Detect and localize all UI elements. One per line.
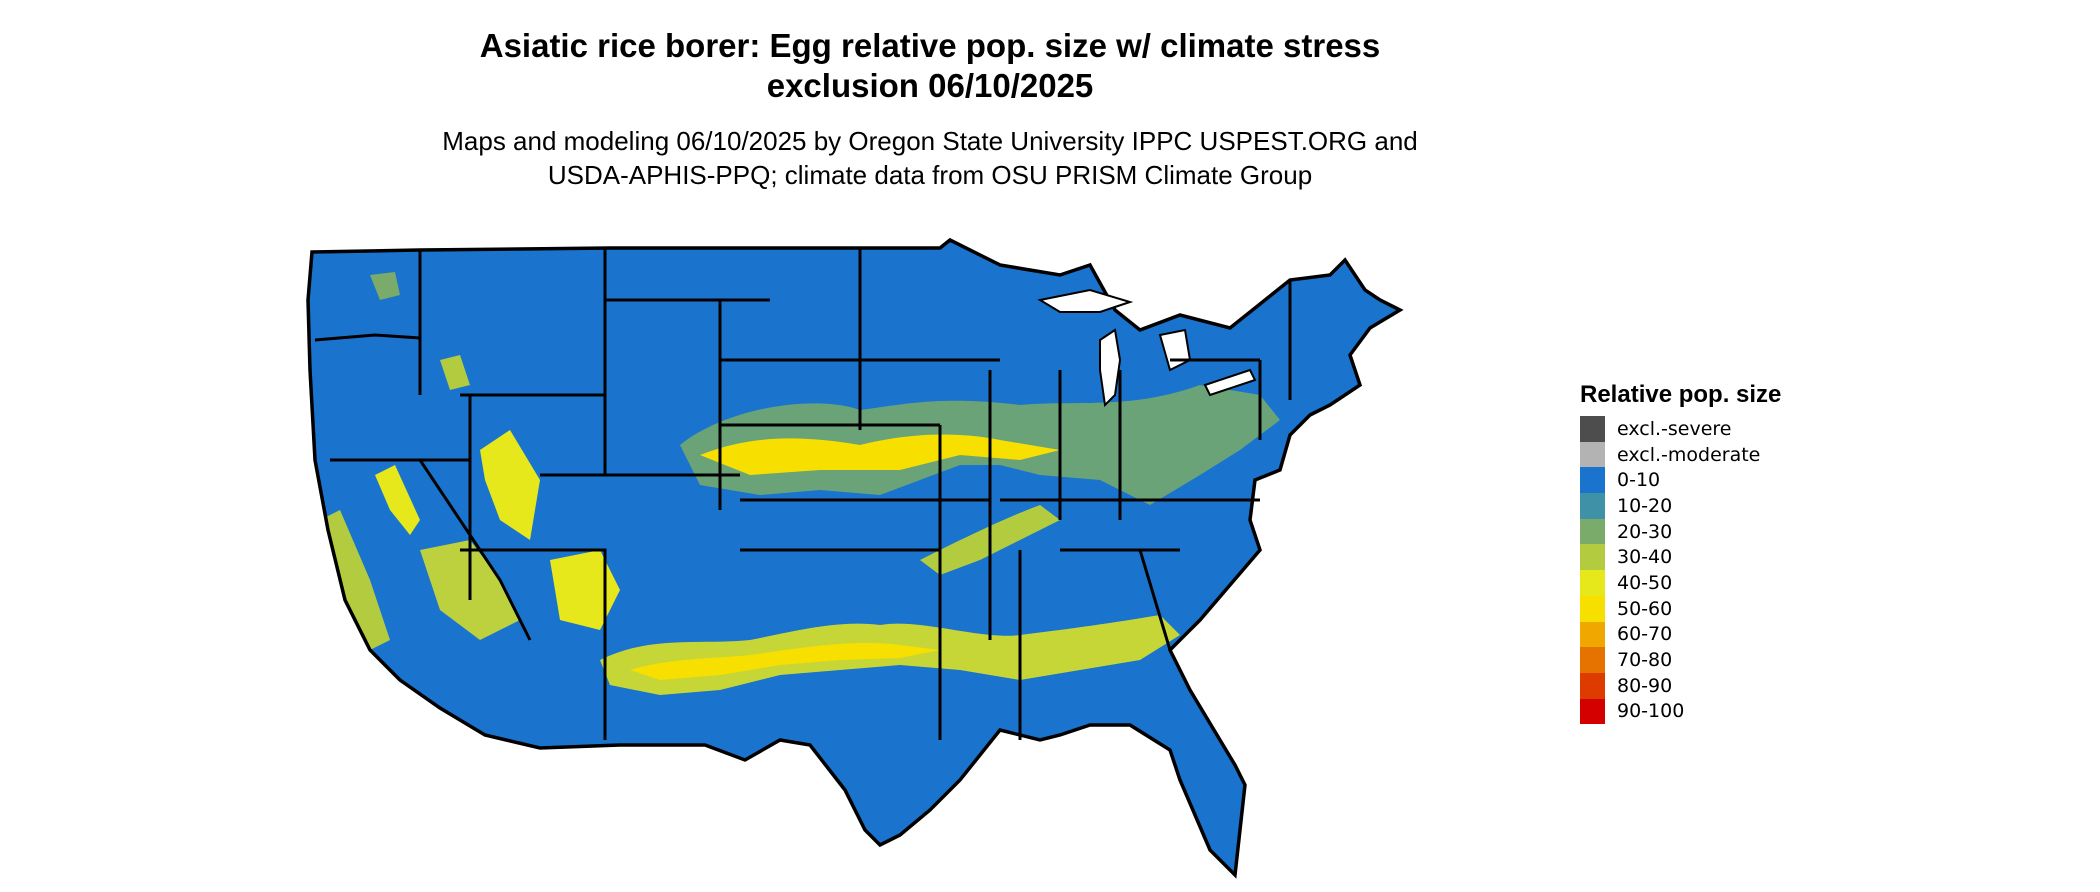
legend-item: 0-10 [1580,467,1781,494]
legend-swatch [1580,698,1605,725]
legend-label: excl.-severe [1617,417,1732,440]
legend-label: 80-90 [1617,674,1673,697]
legend-label: 20-30 [1617,520,1673,543]
idaho-risk-zone [440,355,470,390]
legend-swatch [1580,672,1605,699]
legend-item: 90-100 [1580,698,1781,725]
subtitle-line-1: Maps and modeling 06/10/2025 by Oregon S… [442,126,1418,156]
legend-swatch [1580,621,1605,648]
state-line-wa-or [314,333,421,342]
northwest-risk-zone [370,272,400,300]
state-boundaries [314,248,1292,740]
lake-michigan [1099,328,1122,408]
rockies-risk-zone [550,550,620,630]
legend-label: 30-40 [1617,546,1673,569]
central-plains-core-zone [700,434,1060,475]
lake-superior [1037,288,1134,313]
legend-swatch [1580,467,1605,494]
legend-swatch [1580,647,1605,673]
legend-item: 30-40 [1580,544,1781,571]
great-lakes [1037,288,1257,408]
legend-label: 0-10 [1617,469,1661,492]
legend-label: 50-60 [1617,597,1673,620]
legend-item: 10-20 [1580,493,1781,519]
us-population-map [306,237,1404,879]
legend-item: 70-80 [1580,647,1781,673]
legend-label: 40-50 [1617,571,1673,594]
legend-item: excl.-severe [1580,416,1781,442]
legend-swatch [1580,493,1605,519]
legend-label: 90-100 [1617,700,1685,723]
southern-belt-core-zone [630,642,940,680]
legend-swatch [1580,544,1605,571]
legend-item: 80-90 [1580,672,1781,699]
legend-swatch [1580,518,1605,545]
map-fill [308,240,1400,875]
legend-swatch [1580,441,1605,468]
us-outline [306,237,1404,879]
legend: Relative pop. size excl.-severe excl.-mod… [1580,380,1782,725]
legend-title: Relative pop. size [1580,381,1782,408]
state-line-ca-nv [418,459,532,641]
title-line-2: exclusion 06/10/2025 [766,67,1094,104]
legend-label: 10-20 [1617,494,1673,517]
lake-erie [1203,368,1257,397]
legend-swatch [1580,595,1605,622]
legend-item: 60-70 [1580,621,1781,648]
map-base-fill [308,240,1400,875]
legend-items: excl.-severe excl.-moderate 0-10 10-20 20-30… [1580,416,1781,725]
map-title: Asiatic rice borer: Egg relative pop. si… [0,26,1860,106]
subtitle-line-2: USDA-APHIS-PPQ; climate data from OSU PR… [547,160,1313,190]
legend-label: excl.-moderate [1617,443,1761,466]
legend-item: excl.-moderate [1580,441,1781,468]
title-line-1: Asiatic rice borer: Egg relative pop. si… [479,27,1381,64]
west-valley-risk-zone [375,465,420,535]
southwest-risk-zone [480,430,540,540]
legend-swatch [1580,416,1605,442]
legend-item: 50-60 [1580,595,1781,622]
west-coast-risk-zone [320,510,390,650]
map-subtitle: Maps and modeling 06/10/2025 by Oregon S… [0,124,1860,192]
legend-label: 70-80 [1617,649,1673,672]
legend-item: 20-30 [1580,518,1781,545]
legend-swatch [1580,570,1605,596]
state-line-az-nm [460,548,607,740]
legend-item: 40-50 [1580,570,1781,596]
state-line-ga-sc [1138,549,1172,651]
legend-label: 60-70 [1617,623,1673,646]
